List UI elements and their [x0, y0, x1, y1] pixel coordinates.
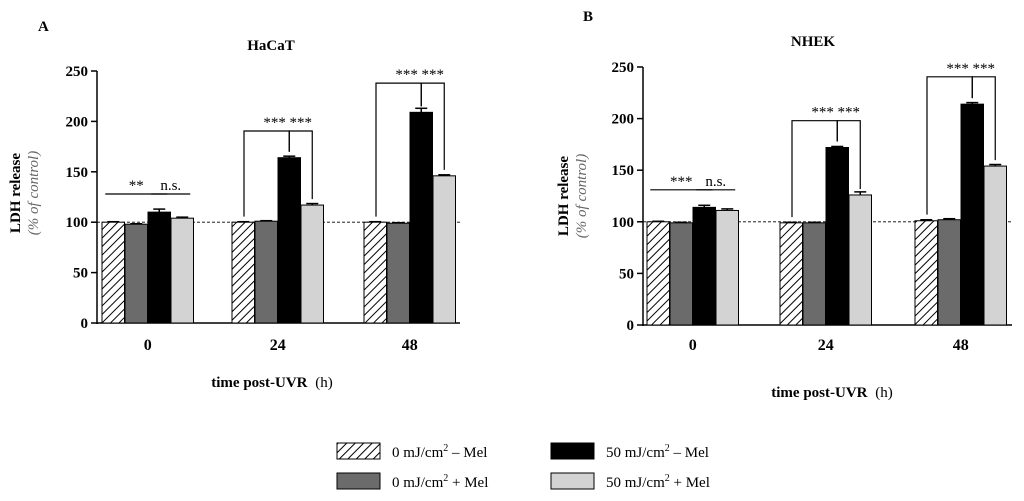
panel-a-ytick-label-4: 200: [66, 114, 89, 130]
panel-b-xlabel: time post-UVR (h): [771, 385, 892, 401]
panel-a-sig-label-3: ***: [290, 115, 313, 131]
panel-a-xtick-label-24: 24: [270, 337, 286, 354]
panel-b-letter: B: [583, 9, 593, 25]
panel-a-bar-0h-s0: [101, 221, 125, 324]
panel-b-bar-24h-s3: [848, 194, 872, 326]
legend-swatch-3: [550, 472, 595, 490]
panel-a-bar-48h-s3: [432, 175, 456, 324]
panel-b-ytick-label-2: 100: [612, 215, 635, 231]
panel-a-xlabel: time post-UVR (h): [211, 375, 332, 391]
panel-a-bar-48h-s2: [409, 111, 433, 324]
panel-b-xtick-label-24: 24: [818, 337, 834, 354]
panel-a-bar-48h-s0: [363, 221, 387, 324]
panel-a-sig-label-4: ***: [395, 67, 418, 83]
panel-b-ytick-label-0: 0: [627, 318, 635, 334]
panel-a-xlabel-main: time post-UVR: [211, 375, 307, 391]
panel-b-xlabel-unit: (h): [875, 385, 893, 401]
panel-b-bar-48h-s0: [914, 220, 938, 326]
panel-b-bar-0h-s1: [669, 222, 693, 326]
panel-a-bar-48h-s1: [386, 222, 410, 324]
panel-a-xtick-label-0: 0: [144, 337, 152, 354]
panel-b-title: NHEK: [791, 34, 836, 50]
panel-b-sig-label-0: ***: [670, 174, 693, 190]
panel-a-sig-bracket-5: [420, 82, 445, 170]
panel-b-sig-bracket-3: [836, 120, 861, 189]
panel-b-bar-24h-s0: [779, 222, 803, 326]
legend-label-2: 50 mJ/cm2 – Mel: [606, 443, 709, 461]
panel-a-ytick-label-0: 0: [81, 316, 89, 332]
panel-b-sig-label-5: ***: [973, 61, 996, 77]
panel-a-bar-24h-s3: [300, 204, 324, 324]
panel-a-ytick-label-3: 150: [66, 165, 89, 181]
panel-b-bar-48h-s1: [937, 219, 961, 326]
legend-swatch-1: [336, 472, 381, 490]
legend-label-0: 0 mJ/cm2 – Mel: [392, 443, 487, 461]
panel-b-ytick-label-5: 250: [612, 60, 635, 76]
panel-a-bar-0h-s1: [124, 223, 148, 324]
panel-a-sig-label-5: ***: [422, 67, 445, 83]
panel-b-sig-bracket-5: [971, 76, 996, 161]
panel-a-bar-0h-s2: [147, 211, 171, 324]
panel-b-bar-48h-s2: [960, 103, 984, 326]
panel-b-sig-label-3: ***: [838, 105, 861, 121]
panel-b-sig-label-4: ***: [946, 61, 969, 77]
panel-b-ylabel-sub: (% of control): [574, 154, 590, 238]
panel-b-bar-0h-s0: [646, 221, 670, 326]
panel-a-ytick-label-2: 100: [66, 215, 89, 231]
panel-a-sig-label-2: ***: [263, 115, 286, 131]
panel-a-sig-bracket-3: [288, 130, 313, 200]
panel-a-bar-0h-s3: [170, 217, 194, 324]
panel-a-ylabel: LDH release: [8, 153, 24, 233]
panel-b-ytick-label-1: 50: [619, 266, 634, 282]
panel-a-sig-label-1: n.s.: [160, 178, 181, 194]
panel-b-xtick-label-48: 48: [953, 337, 969, 354]
panel-b-bar-24h-s2: [825, 146, 849, 326]
panel-b-bar-48h-s3: [983, 165, 1007, 326]
panel-a-xlabel-unit: (h): [315, 375, 333, 391]
panel-b-ylabel: LDH release: [556, 156, 572, 236]
panel-b-sig-label-1: n.s.: [705, 174, 726, 190]
panel-b-xtick-label-0: 0: [689, 337, 697, 354]
panel-b-xlabel-main: time post-UVR: [771, 385, 867, 401]
legend-label-1: 0 mJ/cm2 + Mel: [392, 473, 488, 491]
panel-a-bar-24h-s1: [254, 220, 278, 324]
panel-a-ytick-label-1: 50: [73, 266, 88, 282]
panel-b-ytick-label-3: 150: [612, 163, 635, 179]
panel-a-ylabel-sub: (% of control): [26, 151, 42, 235]
legend: 0 mJ/cm2 – Mel 0 mJ/cm2 + Mel 50 mJ/cm2 …: [336, 442, 710, 491]
legend-swatch-2: [550, 442, 595, 460]
legend-swatch-0: [336, 442, 381, 460]
panel-a-ytick-label-5: 250: [66, 64, 89, 80]
panel-b-ytick-label-4: 200: [612, 112, 635, 128]
panel-a-bar-24h-s0: [231, 221, 255, 324]
panel-a-bar-24h-s2: [277, 157, 301, 324]
panel-b-bar-24h-s1: [802, 222, 826, 326]
panel-a-sig-label-0: **: [129, 178, 144, 194]
panel-b-sig-label-2: ***: [811, 105, 834, 121]
legend-label-3: 50 mJ/cm2 + Mel: [606, 473, 710, 491]
panel-b-bar-0h-s2: [692, 206, 716, 326]
panel-a-letter: A: [38, 19, 49, 35]
panel-b-bar-0h-s3: [715, 209, 739, 326]
panel-a-title: HaCaT: [247, 38, 295, 54]
panel-a-xtick-label-48: 48: [402, 337, 418, 354]
